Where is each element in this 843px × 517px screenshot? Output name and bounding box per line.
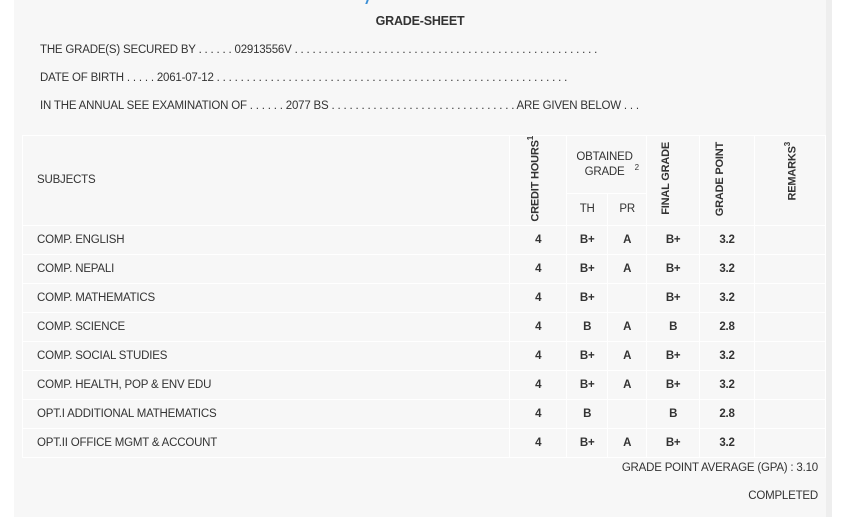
exam-line: IN THE ANNUAL SEE EXAMINATION OF . . . .… [40,100,639,112]
final-grade-cell: B+ [646,427,701,458]
credit-cell: 4 [509,311,568,342]
header-credit-hours: CREDIT HOURS1 [509,135,568,226]
dob-value: 2061-07-12 [156,72,214,84]
grade-point-cell: 2.8 [699,398,756,429]
header-subjects: SUBJECTS [21,135,511,226]
th-grade-cell: B+ [566,340,609,371]
th-grade-cell: B+ [566,253,609,284]
secured-by-line: THE GRADE(S) SECURED BY . . . . . . 0291… [40,44,597,56]
remarks-cell [754,311,826,342]
dots: . . . . . . . . . . . . . . . . . . . . … [294,44,598,56]
subject-cell: COMP. SCIENCE [21,311,511,342]
grade-sheet-card: GRADE-SHEET THE GRADE(S) SECURED BY . . … [14,0,832,517]
th-grade-cell: B+ [566,224,609,255]
header-pr: PR [607,193,648,226]
dob-label: DATE OF BIRTH . . . . . [40,72,154,84]
gpa-text: GRADE POINT AVERAGE (GPA) : 3.10 [621,462,818,474]
credit-cell: 4 [509,282,568,313]
th-grade-cell: B+ [566,427,609,458]
final-grade-cell: B+ [646,340,701,371]
subject-cell: COMP. MATHEMATICS [21,282,511,313]
dots: . . . . . . . . . . . . . . . . . . . . … [331,100,640,112]
header-remarks: REMARKS3 [754,135,826,226]
table-row: COMP. MATHEMATICS 4 B+ B+ 3.2 [21,282,826,313]
grade-point-cell: 3.2 [699,224,756,255]
credit-cell: 4 [509,340,568,371]
grades-table: SUBJECTS CREDIT HOURS1 OBTAINED GRADE 2 F… [21,134,826,458]
table-row: COMP. SCIENCE 4 B A B 2.8 [21,311,826,342]
table-row: OPT.I ADDITIONAL MATHEMATICS 4 B B 2.8 [21,398,826,429]
credit-cell: 4 [509,253,568,284]
pr-grade-cell: A [607,253,648,284]
remarks-cell [754,427,826,458]
final-grade-cell: B+ [646,253,701,284]
table-row: COMP. NEPALI 4 B+ A B+ 3.2 [21,253,826,284]
subject-cell: COMP. NEPALI [21,253,511,284]
header-final-grade: FINAL GRADE [646,135,701,226]
grade-point-cell: 3.2 [699,282,756,313]
final-grade-cell: B+ [646,282,701,313]
grade-point-cell: 3.2 [699,340,756,371]
final-grade-cell: B+ [646,369,701,400]
table-row: COMP. SOCIAL STUDIES 4 B+ A B+ 3.2 [21,340,826,371]
dots: . . . . . . . . . . . . . . . . . . . . … [216,72,568,84]
credit-cell: 4 [509,224,568,255]
th-grade-cell: B+ [566,282,609,313]
credit-cell: 4 [509,427,568,458]
dob-line: DATE OF BIRTH . . . . . 2061-07-12 . . .… [40,72,567,84]
link-fragment [362,0,369,4]
table-row: COMP. HEALTH, POP & ENV EDU 4 B+ A B+ 3.2 [21,369,826,400]
credit-cell: 4 [509,369,568,400]
exam-year: 2077 BS [285,100,329,112]
header-obtained-grade: OBTAINED GRADE 2 [566,134,648,195]
table-row: COMP. ENGLISH 4 B+ A B+ 3.2 [21,224,826,255]
pr-grade-cell [607,398,648,429]
result-status: COMPLETED [748,490,818,502]
pr-grade-cell: A [607,224,648,255]
subject-cell: COMP. ENGLISH [21,224,511,255]
remarks-cell [754,282,826,313]
subject-cell: COMP. SOCIAL STUDIES [21,340,511,371]
pr-grade-cell: A [607,427,648,458]
remarks-cell [754,224,826,255]
header-th: TH [566,193,609,226]
secured-by-label: THE GRADE(S) SECURED BY . . . . . . [40,44,232,56]
subject-cell: OPT.II OFFICE MGMT & ACCOUNT [21,427,511,458]
remarks-cell [754,369,826,400]
final-grade-cell: B [646,311,701,342]
remarks-cell [754,253,826,284]
pr-grade-cell: A [607,340,648,371]
th-grade-cell: B+ [566,369,609,400]
symbol-number: 02913556V [234,44,292,56]
page-title: GRADE-SHEET [375,14,465,28]
final-grade-cell: B+ [646,224,701,255]
subject-cell: COMP. HEALTH, POP & ENV EDU [21,369,511,400]
subject-cell: OPT.I ADDITIONAL MATHEMATICS [21,398,511,429]
remarks-cell [754,398,826,429]
grade-point-cell: 3.2 [699,369,756,400]
pr-grade-cell: A [607,311,648,342]
credit-cell: 4 [509,398,568,429]
grade-point-cell: 2.8 [699,311,756,342]
final-grade-cell: B [646,398,701,429]
th-grade-cell: B [566,311,609,342]
exam-label: IN THE ANNUAL SEE EXAMINATION OF . . . .… [40,100,283,112]
pr-grade-cell [607,282,648,313]
pr-grade-cell: A [607,369,648,400]
grade-point-cell: 3.2 [699,253,756,284]
remarks-cell [754,340,826,371]
th-grade-cell: B [566,398,609,429]
header-grade-point: GRADE POINT [699,135,756,226]
grade-point-cell: 3.2 [699,427,756,458]
table-row: OPT.II OFFICE MGMT & ACCOUNT 4 B+ A B+ 3.2 [21,427,826,458]
